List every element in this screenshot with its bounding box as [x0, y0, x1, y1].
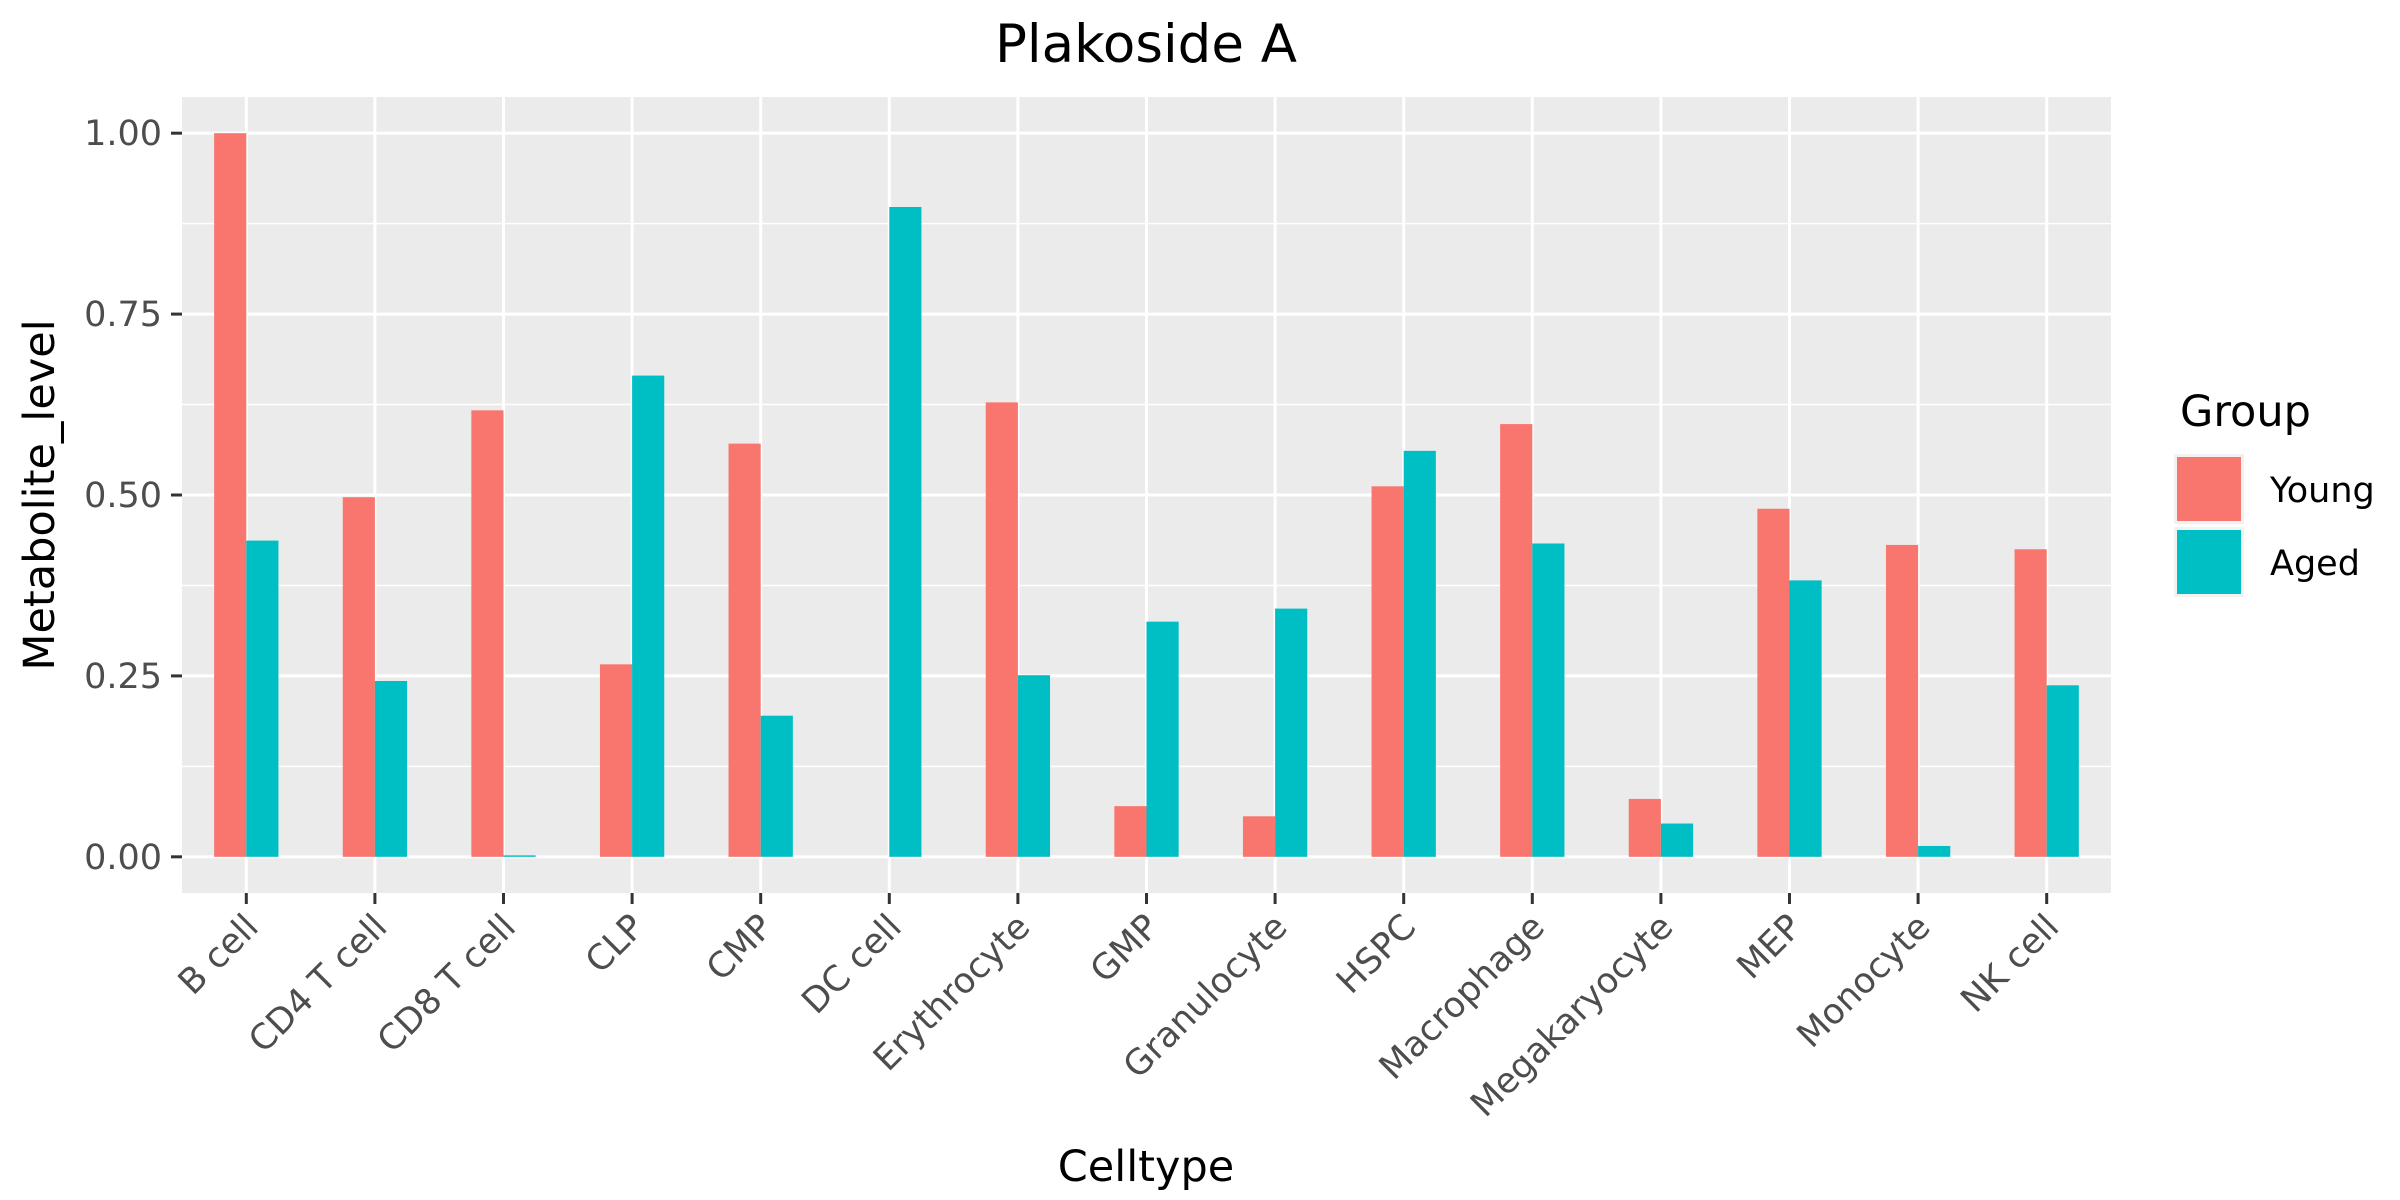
x-tick-label: DC cell [795, 907, 910, 1022]
y-tick-label: 0.75 [84, 295, 162, 335]
bar-young-macrophage [1500, 424, 1533, 857]
bar-young-cmp [728, 443, 761, 857]
bar-aged-megakaryocyte [1660, 823, 1694, 857]
bar-young-megakaryocyte [1628, 798, 1661, 857]
bar-aged-clp [632, 375, 665, 857]
bar-young-cd8-t-cell [471, 410, 504, 857]
bar-aged-cd8-t-cell [503, 855, 536, 857]
bar-aged-macrophage [1532, 543, 1565, 857]
chart-title: Plakoside A [995, 14, 1297, 75]
bar-aged-granulocyte [1275, 608, 1308, 857]
bar-aged-mep [1789, 580, 1822, 857]
bar-young-gmp [1114, 806, 1147, 857]
bar-aged-gmp [1146, 621, 1179, 857]
x-tick-label: NK cell [1954, 907, 2067, 1020]
bar-aged-monocyte [1918, 845, 1951, 857]
bar-young-b-cell [214, 133, 247, 857]
y-tick-label: 0.50 [84, 476, 162, 516]
x-tick-label: B cell [171, 907, 267, 1003]
y-axis-title: Metabolite_level [15, 319, 65, 670]
x-tick-label: CD8 T cell [370, 907, 524, 1061]
bar-aged-cd4-t-cell [374, 680, 408, 857]
bar-aged-erythrocyte [1017, 675, 1051, 857]
y-tick-label: 0.25 [84, 657, 162, 697]
x-tick-label: CLP [578, 907, 652, 981]
bar-young-hspc [1371, 486, 1404, 857]
bar-aged-cmp [760, 715, 793, 857]
x-tick-label: Monocyte [1790, 907, 1939, 1056]
legend: Group Young Aged [2174, 387, 2375, 597]
legend-swatch-aged [2177, 530, 2241, 594]
bar-aged-dc-cell [889, 206, 922, 857]
bar-young-nk-cell [2014, 549, 2047, 857]
bar-young-mep [1757, 508, 1790, 857]
legend-label-young: Young [2269, 471, 2375, 511]
bar-young-erythrocyte [985, 402, 1018, 857]
bar-young-monocyte [1885, 544, 1919, 857]
x-tick-label: CMP [699, 907, 781, 989]
y-tick-label: 0.00 [84, 838, 162, 878]
x-tick-label: GMP [1083, 907, 1167, 991]
x-tick-label: HSPC [1329, 907, 1424, 1002]
bar-aged-nk-cell [2046, 685, 2079, 857]
bars [214, 133, 2079, 857]
legend-label-aged: Aged [2270, 544, 2360, 584]
legend-swatch-young [2177, 457, 2241, 521]
x-tick-label: CD4 T cell [241, 907, 395, 1061]
bar-young-clp [599, 664, 633, 857]
bar-aged-hspc [1403, 450, 1436, 857]
y-axis: 0.00 0.25 0.50 0.75 1.00 [84, 114, 182, 878]
bar-young-granulocyte [1242, 816, 1276, 857]
x-tick-label: MEP [1730, 907, 1810, 987]
legend-title: Group [2180, 387, 2311, 437]
bar-aged-b-cell [246, 540, 279, 857]
x-axis-title: Celltype [1058, 1142, 1234, 1192]
bar-young-cd4-t-cell [342, 497, 375, 857]
y-tick-label: 1.00 [84, 114, 162, 154]
